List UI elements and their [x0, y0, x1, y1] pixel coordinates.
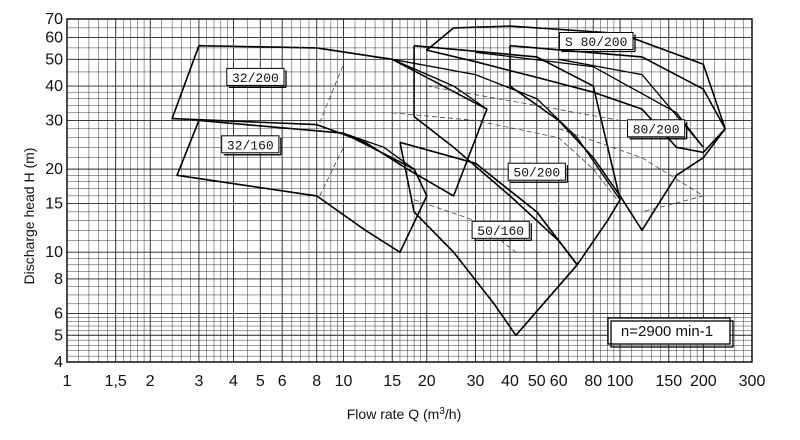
x-axis-label-text: Flow rate Q (m: [347, 406, 440, 422]
curve-50-200: [392, 58, 621, 201]
label-layer: 32/200 32/160 50/200 50/160 80/200 S 80/200: [221, 32, 688, 241]
grid-layer: [66, 18, 753, 363]
y-tick-label: 60: [45, 30, 63, 47]
x-axis-label-sup: 3: [439, 406, 445, 417]
model-label: 80/200: [633, 122, 680, 137]
x-axis-label: Flow rate Q (m3/h): [347, 406, 461, 423]
x-tick-label: 80: [584, 373, 602, 390]
efficiency-line-32-160: [319, 147, 344, 197]
y-tick-label: 50: [45, 51, 63, 68]
x-tick-label: 200: [690, 373, 717, 390]
speed-note-box: n=2900 min-1: [607, 317, 734, 348]
y-tick-label: 40: [45, 78, 63, 95]
x-tick-label: 60: [550, 373, 568, 390]
x-tick-label: 40: [501, 373, 519, 390]
plot-frame: [66, 18, 753, 363]
envelope-32-160: [176, 119, 428, 253]
model-label: 32/160: [227, 138, 274, 153]
model-label-box: [471, 220, 530, 239]
curve-32-160: [343, 132, 415, 170]
efficiency-line-32-200: [319, 64, 344, 123]
x-axis-label-tail: /h): [445, 406, 461, 422]
x-tick-label: 50: [528, 373, 546, 390]
y-tick-label: 30: [45, 113, 63, 130]
model-label-box: [507, 162, 566, 181]
y-tick-label: 10: [45, 244, 63, 261]
model-label: 50/200: [513, 166, 560, 181]
x-tick-label: 5: [256, 373, 265, 390]
x-tick-label: 2: [146, 373, 155, 390]
x-tick-label: 1,5: [105, 373, 127, 390]
x-tick-label: 8: [312, 373, 321, 390]
model-label-box: [558, 32, 634, 50]
efficiency-line-80-200: [558, 128, 705, 213]
envelope-80-200: [509, 44, 727, 232]
y-tick-label: 6: [54, 305, 63, 322]
model-label-box: [226, 67, 285, 86]
y-tick-label: 70: [45, 11, 63, 28]
model-label-box: [627, 119, 686, 138]
x-tick-label: 1: [63, 373, 72, 390]
curve-32-200: [316, 47, 488, 110]
x-tick-label: 10: [335, 373, 353, 390]
tick-layer: 1 1,5 2 3 4 5 6 8 10 15 20 30 40 50 60 80 100 150 200 30045…: [45, 11, 765, 390]
model-label-box: [221, 135, 280, 154]
y-tick-label: 20: [45, 161, 63, 178]
model-label: S 80/200: [565, 35, 627, 50]
y-axis-label: Discharge head H (m): [21, 148, 37, 285]
x-tick-label: 3: [194, 373, 203, 390]
y-tick-label: 15: [45, 196, 63, 213]
x-tick-label: 6: [278, 373, 287, 390]
y-tick-label: 4: [54, 354, 63, 371]
y-tick-label: 5: [54, 327, 63, 344]
x-tick-label: 100: [607, 373, 634, 390]
speed-note-text: n=2900 min-1: [621, 323, 713, 340]
x-tick-label: 15: [383, 373, 401, 390]
curve-50-160: [399, 141, 578, 266]
efficiency-line-s-80-200: [426, 85, 621, 121]
x-tick-label: 30: [467, 373, 485, 390]
x-tick-label: 4: [229, 373, 238, 390]
model-label: 32/200: [232, 71, 279, 86]
curve-s-80-200: [475, 51, 704, 148]
x-tick-label: 20: [418, 373, 436, 390]
model-label: 50/160: [477, 224, 524, 239]
x-tick-label: 150: [655, 373, 682, 390]
efficiency-line-50-200: [392, 112, 621, 204]
y-tick-label: 8: [54, 271, 63, 288]
x-tick-label: 300: [739, 373, 766, 390]
